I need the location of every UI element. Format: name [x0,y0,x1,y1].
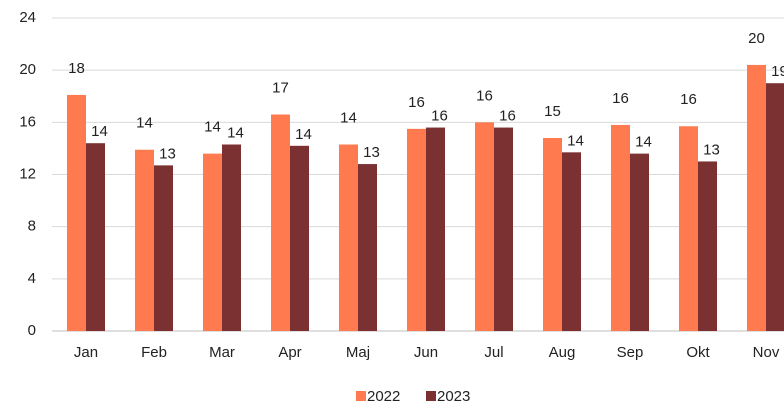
bar [358,164,377,331]
x-tick-label: Sep [617,344,644,361]
bar [426,127,445,331]
data-label: 14 [204,119,221,136]
data-label: 13 [159,145,176,162]
y-tick-label: 16 [19,113,36,130]
data-label: 14 [635,134,652,151]
bar [475,122,494,331]
data-label: 16 [612,90,629,107]
legend: 2022 2023 [356,388,470,405]
bar [747,64,766,331]
legend-label: 2023 [437,388,470,405]
x-tick-label: Jul [484,344,503,361]
data-label: 13 [363,144,380,161]
bar [698,161,717,331]
data-label: 16 [408,94,425,111]
data-label: 14 [340,109,357,126]
legend-label: 2022 [367,388,400,405]
bar [679,126,698,331]
x-tick-label: Aug [549,344,576,361]
data-label: 14 [91,123,108,140]
y-tick-label: 20 [19,61,36,78]
x-tick-label: Nov [753,344,780,361]
data-label: 13 [703,141,720,158]
data-label: 16 [680,91,697,108]
x-tick-label: Jan [74,344,98,361]
bar [611,124,630,331]
y-tick-label: 12 [19,165,36,182]
bar [154,165,173,331]
x-tick-label: Apr [278,344,301,361]
bar [203,153,222,331]
data-label: 14 [227,124,244,141]
data-label: 16 [499,108,516,125]
bar [562,152,581,331]
bar [494,127,513,331]
legend-swatch [356,391,366,401]
bar [290,145,309,331]
y-tick-label: 8 [28,218,36,235]
x-tick-label: Mar [209,344,235,361]
x-tick-label: Feb [141,344,167,361]
data-label: 19 [771,63,784,80]
data-label: 18 [68,60,85,77]
bar [135,149,154,331]
bar [271,114,290,331]
y-tick-label: 0 [28,322,36,339]
bar [339,144,358,331]
data-label: 14 [567,132,584,149]
data-label: 14 [136,115,153,132]
bar [766,83,784,331]
x-tick-label: Jun [414,344,438,361]
data-label: 20 [748,30,765,47]
data-label: 16 [476,87,493,104]
legend-swatch [426,391,436,401]
data-label: 15 [544,103,561,120]
y-tick-label: 24 [19,9,36,26]
bar [543,137,562,331]
bar [86,143,105,331]
bar [630,153,649,331]
bar [407,128,426,331]
y-tick-label: 4 [28,270,36,287]
data-label: 16 [431,108,448,125]
x-tick-label: Okt [686,344,710,361]
data-label: 14 [295,126,312,143]
data-label: 17 [272,79,289,96]
x-tick-label: Maj [346,344,370,361]
bar [222,144,241,331]
bar [67,94,86,331]
